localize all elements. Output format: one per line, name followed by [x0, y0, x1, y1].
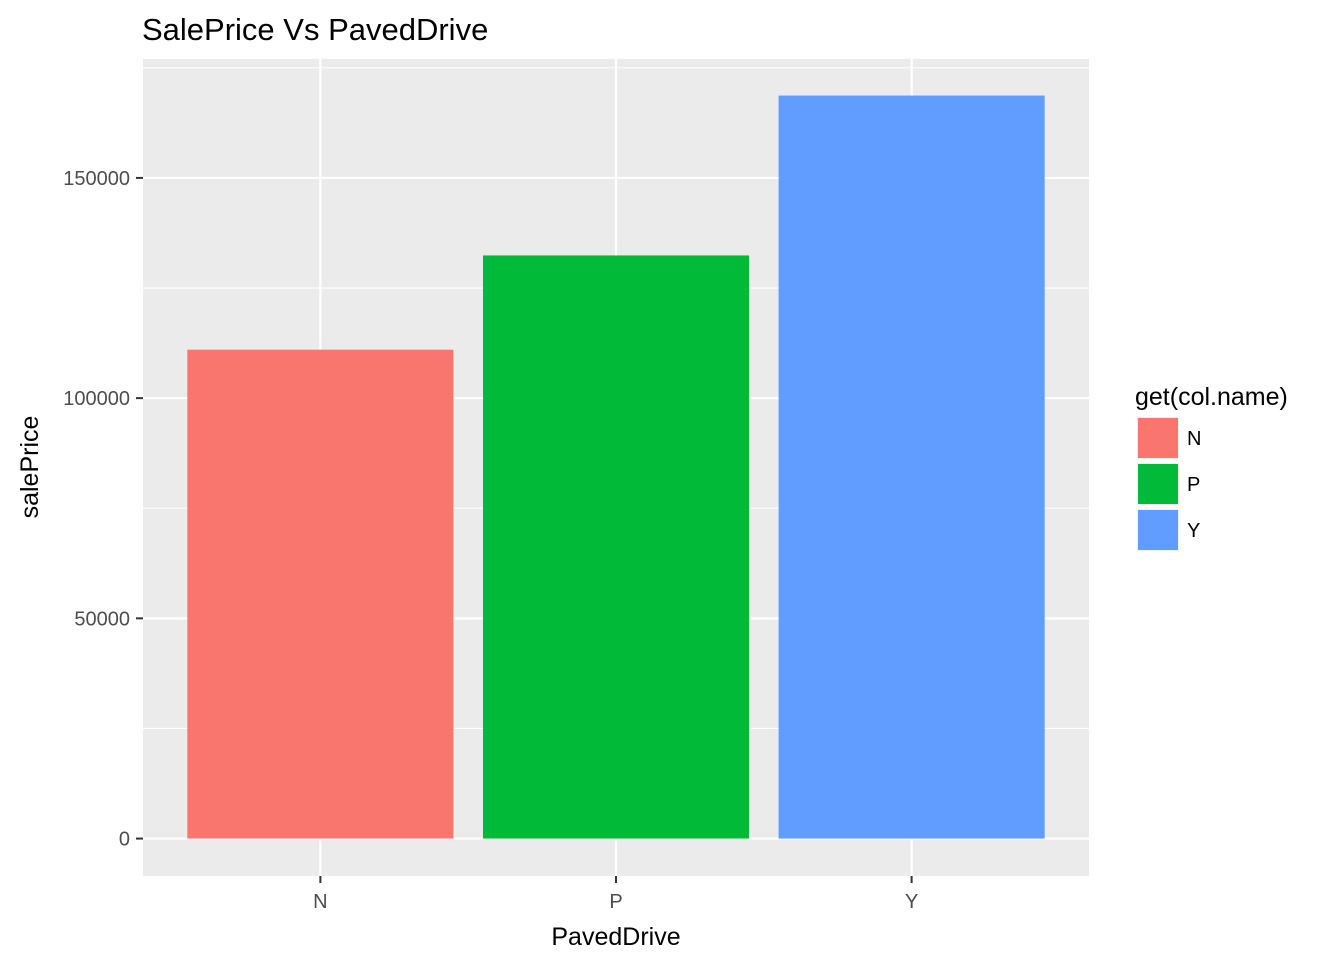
x-tick-label: N: [313, 891, 327, 913]
legend-swatch-y: [1138, 510, 1178, 550]
x-tick-label: P: [609, 891, 622, 913]
y-tick-label: 100000: [63, 388, 130, 410]
y-tick-label: 150000: [63, 168, 130, 190]
y-axis-title: salePrice: [16, 416, 44, 519]
chart-title: SalePrice Vs PavedDrive: [142, 12, 488, 47]
bars: [187, 95, 1045, 839]
legend: get(col.name) N P Y: [1135, 383, 1288, 551]
legend-label: Y: [1187, 520, 1200, 542]
legend-title: get(col.name): [1135, 383, 1288, 411]
bar-p: [482, 255, 750, 839]
bar-y: [778, 95, 1045, 839]
x-tick-label: Y: [905, 891, 918, 913]
y-tick-label: 0: [119, 829, 130, 851]
bar-n: [187, 349, 454, 839]
y-tick-label: 50000: [74, 608, 130, 630]
legend-swatch-n: [1138, 418, 1178, 458]
y-axis: 0 50000 100000 150000: [63, 168, 143, 851]
legend-swatch-p: [1138, 464, 1178, 504]
legend-label: N: [1187, 428, 1201, 450]
legend-label: P: [1187, 474, 1200, 496]
x-axis-title: PavedDrive: [551, 923, 680, 951]
